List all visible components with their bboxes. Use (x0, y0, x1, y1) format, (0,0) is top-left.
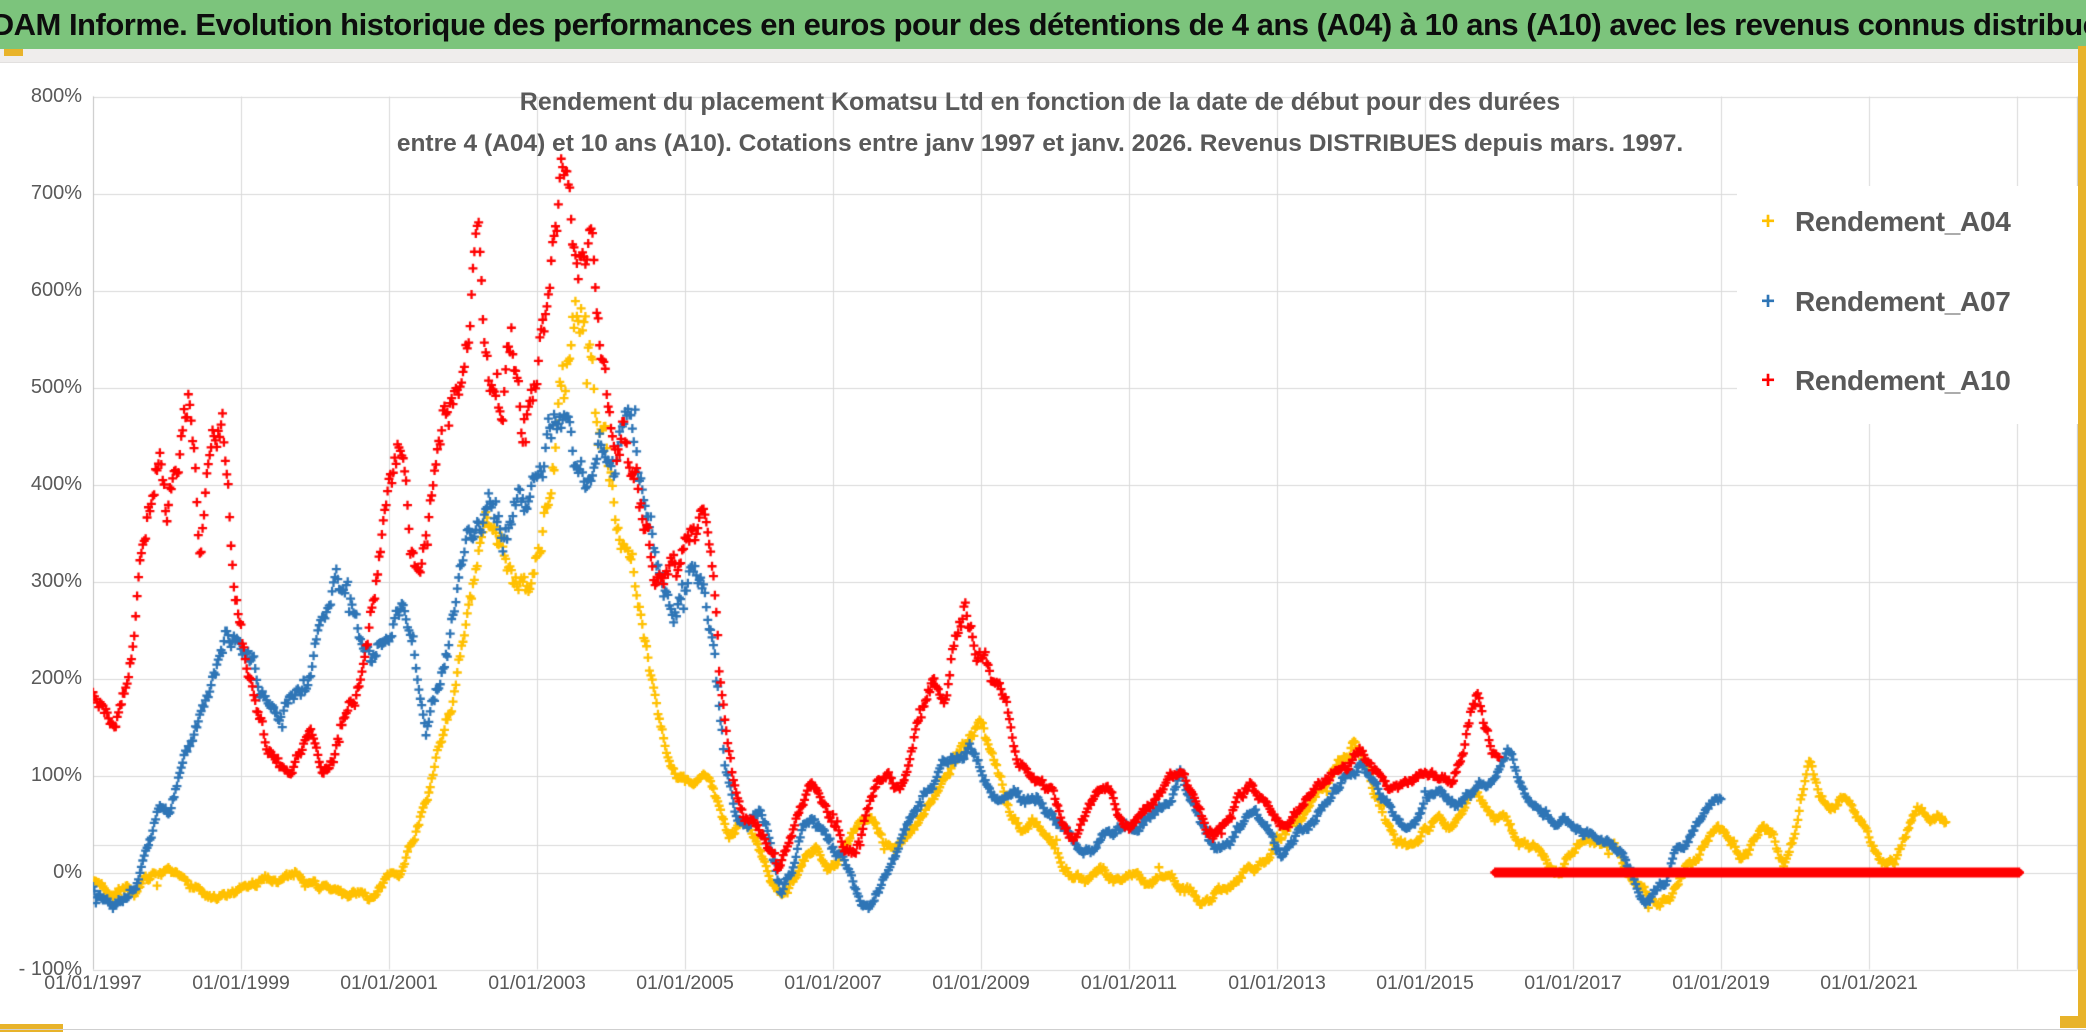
legend-item-label: Rendement_A10 (1795, 365, 2011, 396)
legend-item-label: Rendement_A04 (1795, 206, 2011, 237)
legend-item-rendement_a07: + Rendement_A07 (1737, 280, 2080, 324)
plus-marker-icon: + (1761, 367, 1776, 394)
y-tick-label: - 100% (18, 957, 82, 980)
x-tick-label: 01/01/1997 (44, 972, 142, 994)
sheet-bottom-border (0, 1029, 2086, 1030)
x-tick-label: 01/01/2011 (1080, 972, 1178, 994)
x-tick-label: 01/01/2013 (1228, 972, 1326, 994)
y-tick-label: 400% (30, 472, 82, 495)
y-tick-label: 600% (30, 278, 82, 301)
gold-strip-right-edge (2078, 46, 2086, 1027)
x-tick-label: 01/01/2021 (1820, 972, 1918, 994)
legend-item-rendement_a10: + Rendement_A10 (1737, 359, 2080, 403)
gold-corner-top-left-accent (4, 49, 23, 56)
x-tick-label: 01/01/2019 (1672, 972, 1770, 994)
y-tick-label: 0% (53, 860, 82, 883)
y-tick-label: 500% (30, 375, 82, 398)
plus-marker-icon: + (1761, 288, 1776, 315)
legend-item-rendement_a04: + Rendement_A04 (1737, 200, 2080, 244)
legend-item-label: Rendement_A07 (1795, 286, 2011, 317)
x-tick-label: 01/01/2017 (1524, 972, 1622, 994)
plus-marker-icon: + (1761, 208, 1776, 235)
x-tick-label: 01/01/2009 (932, 972, 1030, 994)
x-tick-label: 01/01/1999 (192, 972, 290, 994)
x-tick-label: 01/01/2005 (636, 972, 734, 994)
gold-corner-bottom-left-accent (0, 1024, 63, 1032)
x-tick-label: 01/01/2003 (488, 972, 586, 994)
y-tick-label: 100% (30, 763, 82, 786)
x-tick-label: 01/01/2015 (1376, 972, 1474, 994)
y-tick-label: 700% (30, 181, 82, 204)
y-tick-label: 300% (30, 569, 82, 592)
y-tick-label: 200% (30, 666, 82, 689)
x-tick-label: 01/01/2001 (340, 972, 438, 994)
legend: + Rendement_A04 + Rendement_A07 + Rendement_A… (1737, 186, 2080, 424)
x-tick-label: 01/01/2007 (784, 972, 882, 994)
y-tick-label: 800% (30, 84, 82, 107)
gold-corner-bottom-right-accent (2060, 1016, 2086, 1028)
